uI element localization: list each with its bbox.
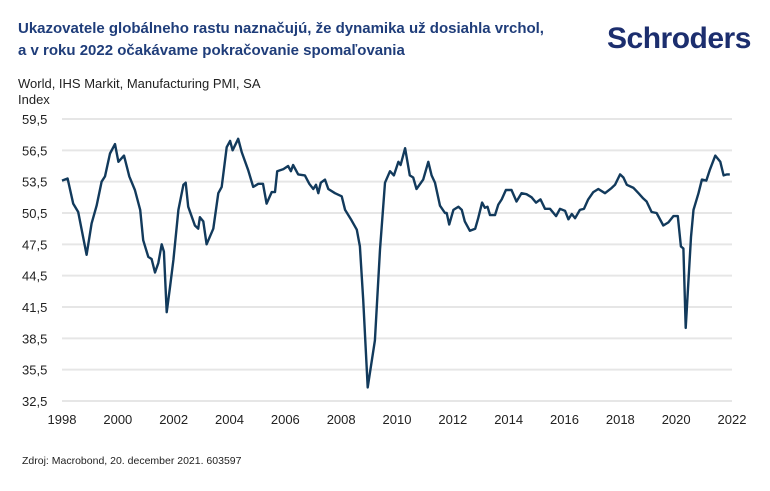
x-tick-label: 1998 (48, 412, 77, 427)
series-title: World, IHS Markit, Manufacturing PMI, SA (18, 76, 261, 91)
y-tick-label: 59,5 (22, 112, 47, 127)
chart-subtitle: World, IHS Markit, Manufacturing PMI, SA… (18, 76, 261, 108)
x-tick-label: 2000 (103, 412, 132, 427)
chart-title: Ukazovatele globálneho rastu naznačujú, … (18, 18, 578, 62)
x-tick-label: 2008 (327, 412, 356, 427)
gridlines (62, 118, 732, 402)
x-tick-label: 2018 (606, 412, 635, 427)
x-tick-label: 2004 (215, 412, 244, 427)
x-tick-label: 2010 (383, 412, 412, 427)
y-tick-labels: 59,5 56,5 53,5 50,5 47,5 44,5 41,5 38,5 35,5 32,5 (22, 112, 47, 409)
pmi-series-line (61, 137, 730, 389)
title-line-2: a v roku 2022 očakávame pokračovanie spo… (18, 42, 405, 59)
schroders-logo: Schroders (607, 22, 751, 55)
x-tick-labels: 1998 2000 2002 2004 2006 2008 2010 2012 2014 2016… (48, 412, 747, 427)
title-line-1: Ukazovatele globálneho rastu naznačujú, … (18, 20, 544, 37)
y-tick-label: 47,5 (22, 237, 47, 252)
y-tick-label: 44,5 (22, 269, 47, 284)
x-tick-label: 2016 (550, 412, 579, 427)
x-tick-label: 2020 (662, 412, 691, 427)
y-tick-label: 53,5 (22, 175, 47, 190)
y-tick-label: 41,5 (22, 300, 47, 315)
y-axis-label: Index (18, 92, 50, 107)
x-tick-label: 2022 (718, 412, 747, 427)
y-tick-label: 32,5 (22, 394, 47, 409)
x-tick-label: 2006 (271, 412, 300, 427)
y-tick-label: 56,5 (22, 143, 47, 158)
x-tick-label: 2002 (159, 412, 188, 427)
y-tick-label: 50,5 (22, 206, 47, 221)
x-tick-label: 2014 (494, 412, 523, 427)
y-tick-label: 35,5 (22, 363, 47, 378)
x-tick-label: 2012 (438, 412, 467, 427)
source-note: Zdroj: Macrobond, 20. december 2021. 603… (22, 455, 242, 467)
y-tick-label: 38,5 (22, 331, 47, 346)
